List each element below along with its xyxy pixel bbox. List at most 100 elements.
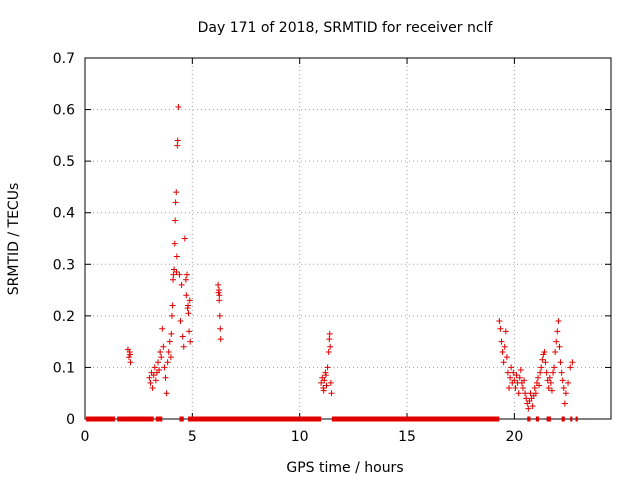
data-point [149, 385, 156, 392]
data-point [321, 377, 328, 384]
data-point [168, 330, 175, 337]
data-point [186, 328, 193, 335]
data-point [160, 343, 167, 350]
data-point [179, 333, 186, 340]
data-point [543, 369, 550, 376]
data-point [556, 343, 563, 350]
data-point [519, 385, 526, 392]
data-point [154, 359, 161, 366]
x-tick-label: 20 [505, 429, 523, 445]
data-point [548, 387, 555, 394]
data-point [216, 312, 223, 319]
data-point [168, 312, 175, 319]
data-point [156, 367, 163, 374]
data-point [216, 297, 223, 304]
data-point [152, 377, 159, 384]
data-point [216, 292, 223, 299]
data-point [523, 395, 530, 402]
data-point [508, 364, 515, 371]
data-point [507, 374, 514, 381]
data-point [569, 359, 576, 366]
data-point [545, 385, 552, 392]
data-point [327, 343, 334, 350]
data-point [324, 364, 331, 371]
data-point [170, 271, 177, 278]
x-tick-label: 5 [188, 429, 197, 445]
data-point [171, 240, 178, 247]
data-point [323, 382, 330, 389]
data-point [157, 348, 164, 355]
data-point [177, 318, 184, 325]
data-point [173, 269, 180, 276]
data-point [512, 385, 519, 392]
data-point [511, 377, 518, 384]
data-point [537, 369, 544, 376]
data-point [555, 318, 562, 325]
data-point [183, 292, 190, 299]
data-point [217, 325, 224, 332]
data-point [531, 385, 538, 392]
data-point [161, 364, 168, 371]
y-axis-label: SRMTID / TECUs [6, 183, 22, 296]
y-tick-label: 0.2 [53, 309, 75, 325]
data-point [498, 338, 505, 345]
data-point [180, 343, 187, 350]
data-point [159, 325, 166, 332]
x-axis-label: GPS time / hours [286, 460, 403, 476]
data-point [506, 385, 513, 392]
data-point [562, 390, 569, 397]
data-point [173, 189, 180, 196]
data-point [172, 199, 179, 206]
data-point [557, 359, 564, 366]
y-tick-label: 0.5 [53, 154, 75, 170]
x-tick-label: 10 [291, 429, 309, 445]
data-point [167, 354, 174, 361]
y-tick-label: 0.7 [53, 51, 75, 67]
data-point [127, 359, 134, 366]
data-point [164, 359, 171, 366]
data-point [147, 379, 154, 386]
y-tick-label: 0.1 [53, 360, 75, 376]
data-point [561, 400, 568, 407]
data-point [217, 336, 224, 343]
data-point [510, 369, 517, 376]
data-point [320, 387, 327, 394]
data-point [539, 356, 546, 363]
tick-layer: 0 0.1 0.2 0.3 0.4 0.5 0.6 0.7 0 5 10 15 20 [53, 51, 611, 445]
data-point [502, 328, 509, 335]
data-point [178, 281, 185, 288]
data-point [187, 338, 194, 345]
data-point [547, 379, 554, 386]
chart-title: Day 171 of 2018, SRMTID for receiver ncl… [198, 20, 494, 36]
data-point [169, 302, 176, 309]
data-point [501, 343, 508, 350]
data-point [150, 372, 157, 379]
data-point [173, 253, 180, 260]
y-tick-label: 0 [66, 412, 75, 428]
data-point [525, 405, 532, 412]
data-point [567, 364, 574, 371]
data-point [521, 377, 528, 384]
data-point [516, 374, 523, 381]
data-point [565, 379, 572, 386]
data-point [215, 281, 222, 288]
data-point [328, 390, 335, 397]
data-point [536, 382, 543, 389]
data-point [542, 359, 549, 366]
data-point [170, 276, 177, 283]
grid-layer [85, 58, 611, 419]
x-tick-label: 0 [81, 429, 90, 445]
data-point [162, 374, 169, 381]
data-point [322, 372, 329, 379]
data-point [182, 276, 189, 283]
data-point [158, 354, 165, 361]
data-point [126, 354, 133, 361]
data-point [166, 338, 173, 345]
data-point [174, 142, 181, 149]
data-point [538, 364, 545, 371]
data-point [325, 348, 332, 355]
data-point [165, 348, 172, 355]
data-point [513, 372, 520, 379]
